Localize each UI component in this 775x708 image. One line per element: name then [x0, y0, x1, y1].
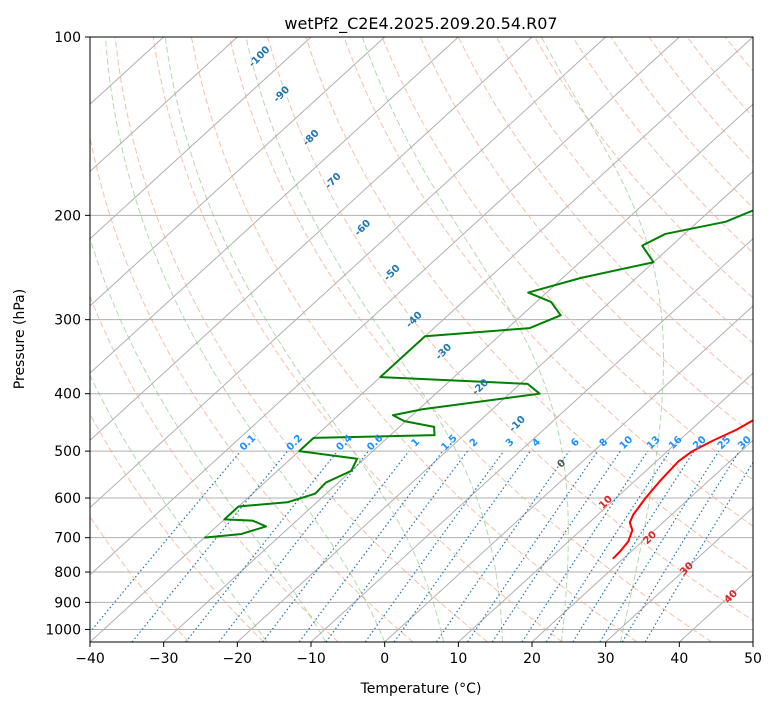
- profile-series: [204, 209, 753, 560]
- moist-adiabat-line: [104, 37, 386, 642]
- dry-adiabat-line: [90, 134, 414, 642]
- isotherm-line: [90, 37, 533, 442]
- mixing-ratio-line: [435, 450, 570, 642]
- isotherm-line: [90, 37, 607, 509]
- dry-adiabat-line: [457, 37, 753, 389]
- mixing-ratio-line: [262, 450, 410, 642]
- y-tick-label: 900: [54, 595, 81, 611]
- mixing-ratio-line: [467, 450, 599, 642]
- plot-area: 0.10.20.40.611.5234681013162025303601020…: [90, 37, 753, 642]
- moist-adiabat-line: [245, 37, 504, 642]
- moist-adiabat-line: [361, 37, 569, 642]
- mixing-ratio-line: [393, 450, 531, 642]
- x-tick-label: 40: [670, 651, 688, 667]
- dry-adiabat-line: [90, 295, 339, 642]
- mixing-ratio-line: [185, 450, 339, 642]
- x-tick-label: −20: [223, 651, 253, 667]
- x-tick-label: 50: [744, 651, 762, 667]
- moist-adiabat-line: [90, 236, 327, 642]
- isotherm-line: [310, 237, 753, 642]
- isotherm-line: [605, 506, 753, 642]
- isotherm-line: [531, 439, 753, 642]
- isotherm-line: [163, 103, 753, 642]
- moist-adiabat-line: [540, 37, 665, 642]
- dry-adiabat-line: [190, 37, 638, 642]
- dry-adiabat-line: [495, 37, 753, 344]
- dry-adiabat-line: [305, 37, 753, 574]
- mixing-ratio-line: [131, 450, 289, 642]
- y-tick-label: 1000: [45, 622, 81, 638]
- mixing-ratio-line: [572, 450, 695, 642]
- y-tick-label: 200: [54, 208, 81, 224]
- moist-adiabat-line: [90, 374, 268, 642]
- chart-title: wetPf2_C2E4.2025.209.20.54.R07: [284, 14, 557, 34]
- y-tick-label: 700: [54, 531, 81, 547]
- dry-adiabat-line: [90, 412, 264, 642]
- isotherm-line: [90, 37, 680, 576]
- x-tick-label: 30: [597, 651, 615, 667]
- moist-adiabat-line: [164, 37, 445, 642]
- y-tick-label: 400: [54, 387, 81, 403]
- dry-adiabat-line: [343, 37, 753, 527]
- y-tick-label: 600: [54, 491, 81, 507]
- y-tick-label: 800: [54, 565, 81, 581]
- x-tick-label: 10: [449, 651, 467, 667]
- isotherm-line: [90, 37, 386, 307]
- y-tick-label: 300: [54, 313, 81, 329]
- y-axis-label: Pressure (hPa): [12, 289, 28, 389]
- isotherm-line: [90, 37, 312, 240]
- mixing-ratio-line: [90, 450, 242, 634]
- x-tick-label: 0: [380, 651, 389, 667]
- dry-adiabat-line: [90, 515, 190, 642]
- mixing-ratio-line: [364, 450, 505, 642]
- isotherm-line: [236, 170, 753, 642]
- mixing-ratio-line: [621, 450, 740, 642]
- x-tick-label: −10: [296, 651, 326, 667]
- profile-line-2: [204, 209, 753, 539]
- mixing-ratio-line: [491, 450, 621, 642]
- y-tick-label: 500: [54, 444, 81, 460]
- isotherm-line: [90, 37, 459, 374]
- mixing-ratio-lines: [90, 450, 753, 642]
- y-tick-label: 100: [54, 30, 81, 46]
- dry-adiabat-line: [229, 37, 713, 642]
- x-axis: −40 −30 −20 −10 0 10 20 30 40 50: [75, 642, 762, 667]
- mixing-ratio-line: [521, 450, 649, 642]
- plot-frame: [89, 36, 754, 643]
- profile-line-1: [612, 419, 753, 560]
- isotherm-line: [457, 372, 753, 642]
- mixing-ratio-line: [545, 450, 671, 642]
- x-axis-label: Temperature (°C): [360, 681, 482, 697]
- x-tick-label: −40: [75, 651, 105, 667]
- mixing-ratio-line: [325, 450, 469, 642]
- dry-adiabat-line: [152, 37, 563, 642]
- moist-adiabats: [90, 37, 665, 642]
- x-tick-label: −30: [149, 651, 179, 667]
- isotherm-line: [90, 37, 238, 173]
- mixing-ratio-line: [298, 450, 444, 642]
- dry-adiabats: [90, 37, 753, 642]
- dry-adiabat-line: [267, 37, 753, 622]
- isotherm-line: [384, 305, 753, 642]
- x-tick-label: 20: [523, 651, 541, 667]
- y-axis: 1000 900 800 700 600 500 400 300 200 100: [45, 30, 90, 638]
